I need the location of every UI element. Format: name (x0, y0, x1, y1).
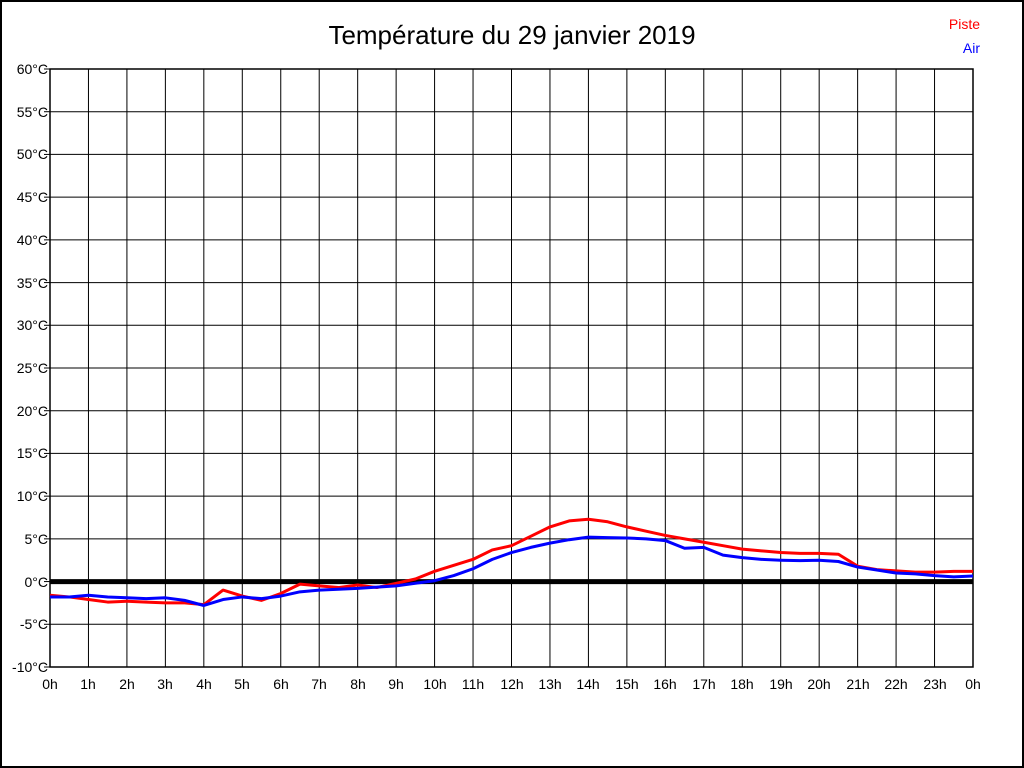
y-tick-label: 40°C (16, 232, 48, 248)
x-tick-label: 11h (461, 676, 485, 692)
x-tick-label: 2h (119, 676, 135, 692)
x-tick-label: 5h (234, 676, 250, 692)
y-tick-label: 20°C (16, 403, 48, 419)
x-tick-label: 19h (769, 676, 793, 692)
x-tick-label: 13h (538, 676, 562, 692)
legend: Piste Air (949, 12, 980, 60)
x-tick-label: 22h (884, 676, 908, 692)
x-tick-label: 20h (807, 676, 831, 692)
x-tick-label: 18h (730, 676, 754, 692)
y-tick-label: -10°C (12, 659, 48, 675)
y-tick-label: 0°C (24, 574, 49, 590)
x-tick-label: 15h (615, 676, 639, 692)
x-tick-label: 10h (423, 676, 447, 692)
legend-entry-air: Air (962, 40, 980, 56)
y-tick-label: 15°C (16, 445, 48, 461)
y-tick-label: 10°C (16, 488, 48, 504)
x-tick-label: 7h (311, 676, 327, 692)
y-tick-label: 30°C (16, 317, 48, 333)
x-tick-label: 4h (196, 676, 212, 692)
x-tick-label: 17h (692, 676, 716, 692)
x-tick-label: 23h (923, 676, 947, 692)
chart-title: Température du 29 janvier 2019 (328, 20, 696, 50)
x-tick-label: 1h (80, 676, 96, 692)
x-tick-label: 0h (965, 676, 981, 692)
x-tick-label: 9h (388, 676, 404, 692)
legend-entry-piste: Piste (948, 16, 980, 32)
x-tick-label: 6h (273, 676, 289, 692)
x-tick-label: 16h (653, 676, 677, 692)
x-tick-label: 21h (846, 676, 870, 692)
y-tick-label: 60°C (16, 61, 48, 77)
x-tick-label: 0h (42, 676, 58, 692)
y-tick-label: 25°C (16, 360, 48, 376)
y-tick-label: 45°C (16, 189, 48, 205)
x-tick-label: 12h (500, 676, 524, 692)
y-tick-label: 50°C (16, 146, 48, 162)
x-tick-label: 14h (576, 676, 600, 692)
series-air-line (50, 535, 974, 607)
y-tick-label: -5°C (19, 616, 48, 632)
y-tick-label: 55°C (16, 104, 48, 120)
y-tick-label: 35°C (16, 275, 48, 291)
x-tick-label: 3h (157, 676, 173, 692)
y-tick-label: 5°C (24, 531, 49, 547)
x-tick-label: 8h (350, 676, 366, 692)
